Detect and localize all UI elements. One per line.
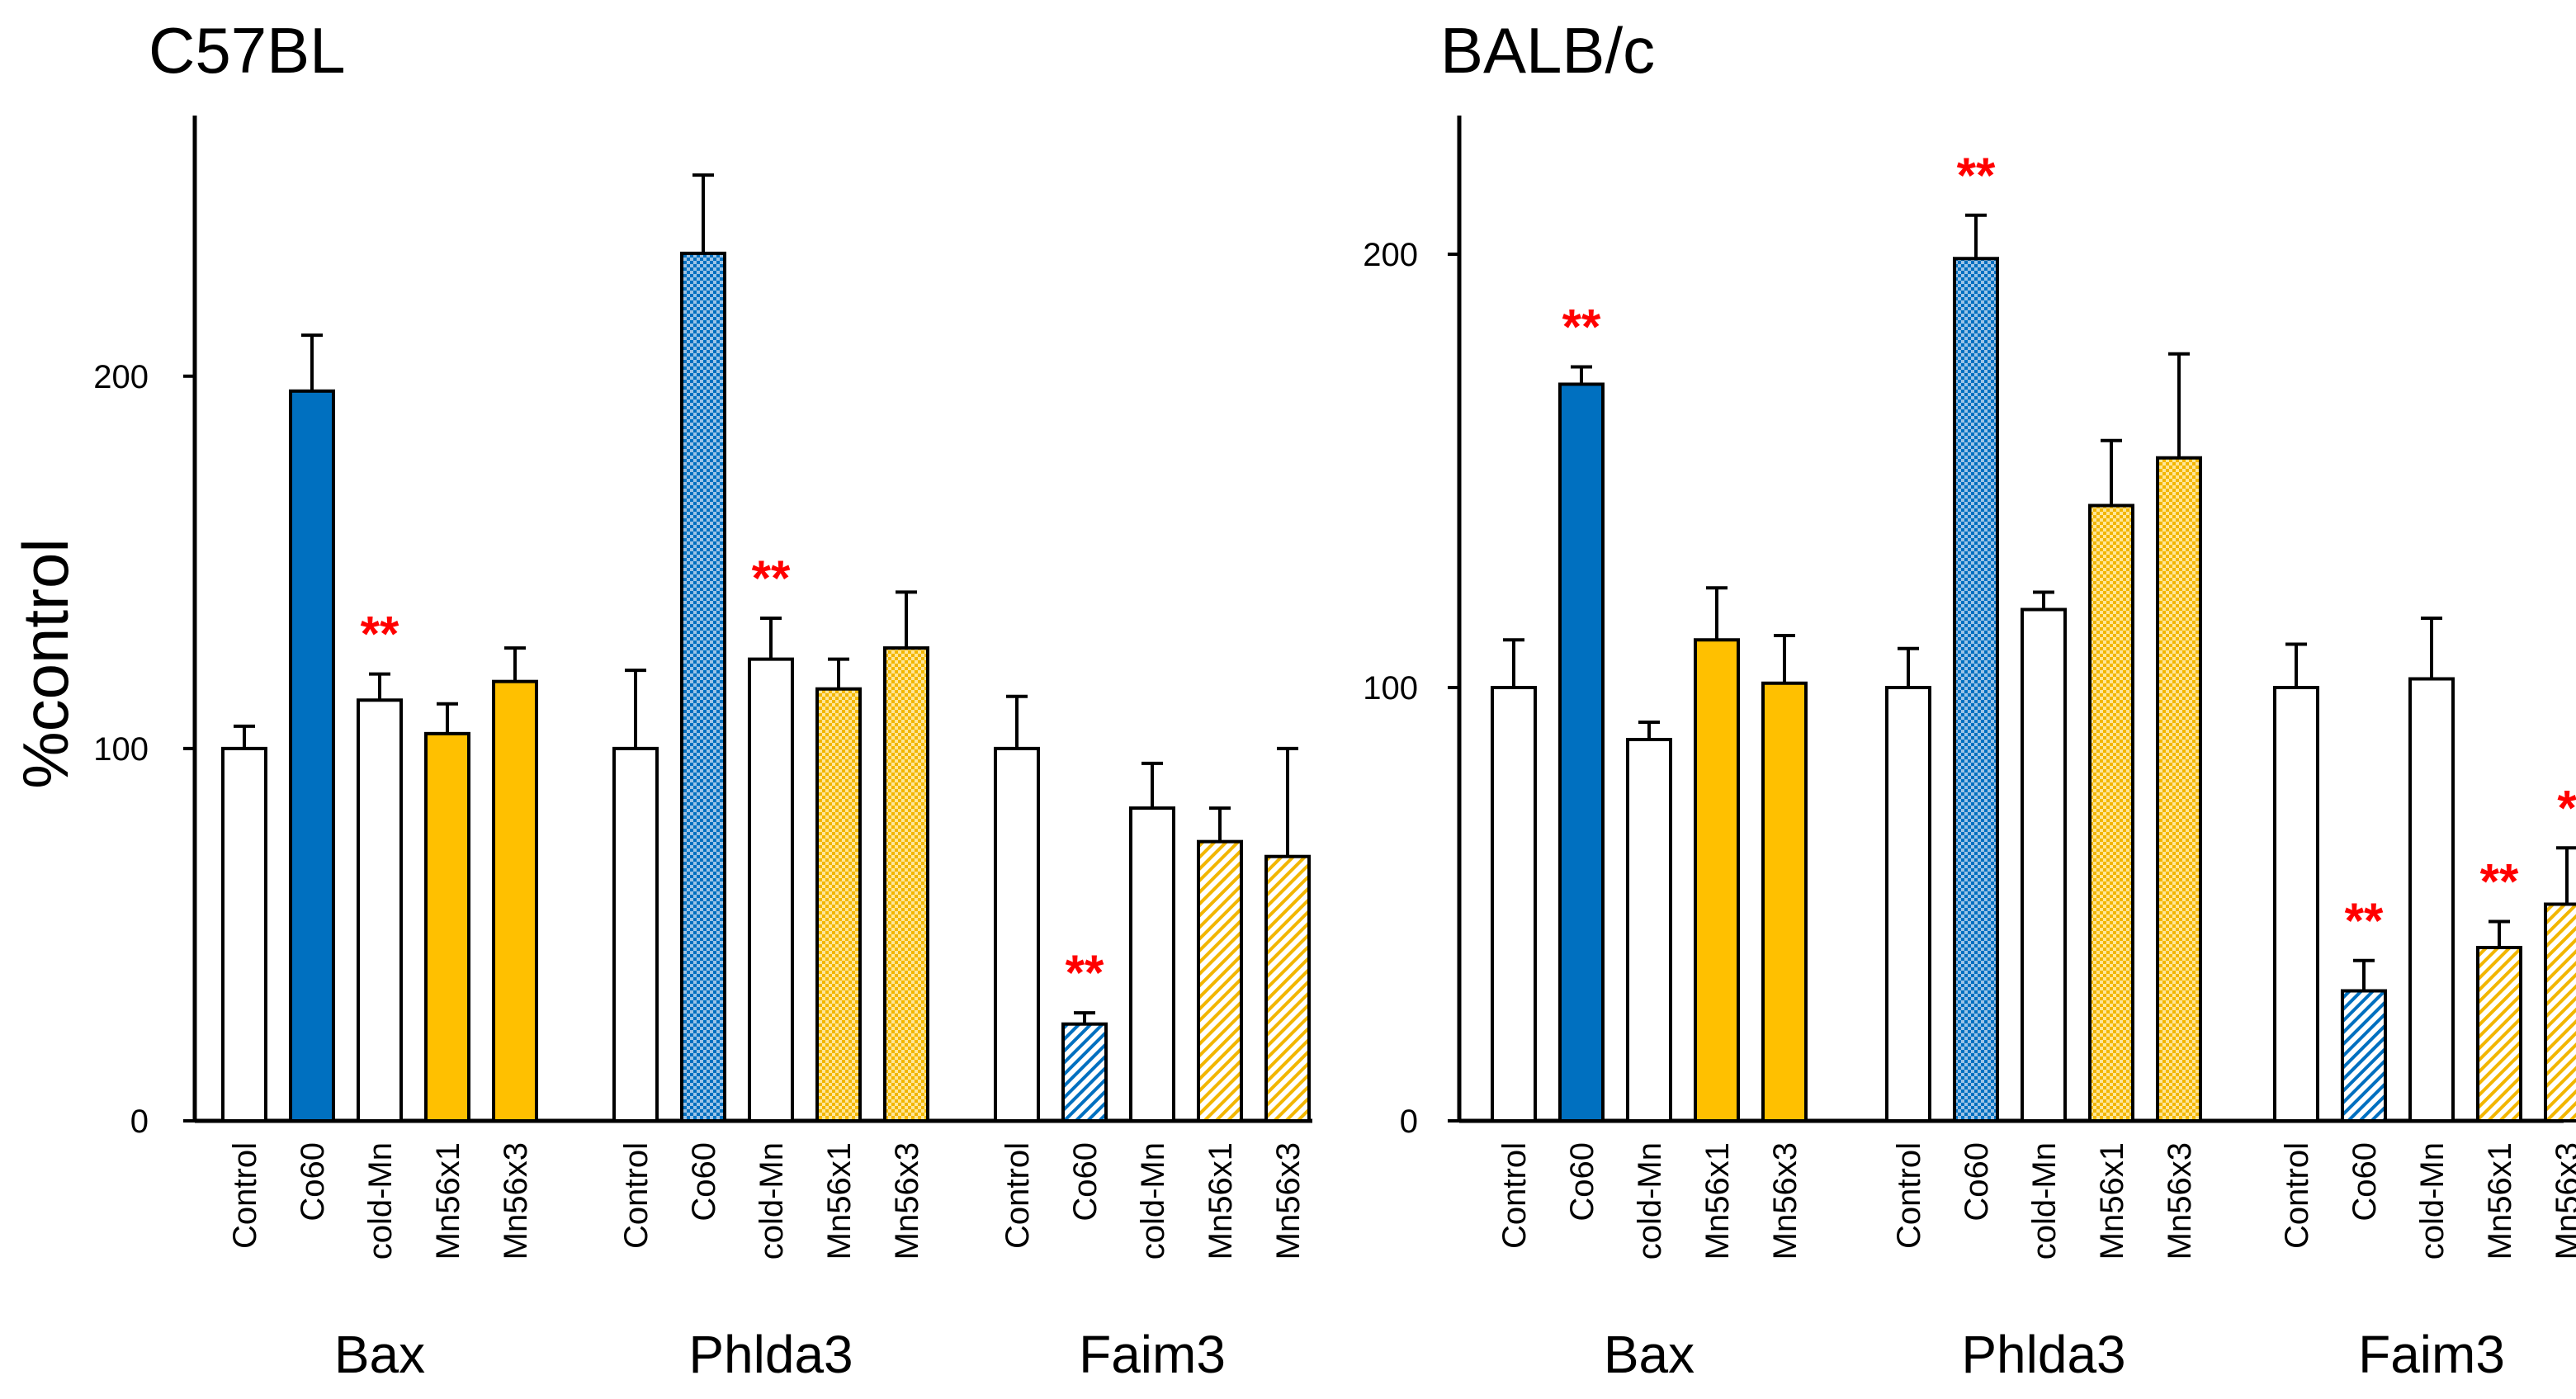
significance-marker: * — [2557, 780, 2576, 835]
bar-faim3-mn56x1 — [2476, 946, 2522, 1123]
bar-phlda3-control — [612, 746, 659, 1123]
category-label: Mn56x1 — [430, 1142, 466, 1260]
category-label: Co60 — [2347, 1142, 2383, 1222]
category-label: Co60 — [686, 1142, 722, 1222]
category-label: Mn56x3 — [2162, 1142, 2198, 1260]
category-label: Control — [618, 1142, 655, 1249]
bar-faim3-mn56x1 — [1197, 839, 1243, 1123]
category-label: Co60 — [1564, 1142, 1600, 1222]
chart-title: C57BL — [149, 14, 346, 87]
category-label: Mn56x3 — [1767, 1142, 1803, 1260]
chart-title: BALB/c — [1440, 14, 1655, 87]
significance-marker: ** — [752, 551, 791, 606]
category-label: cold-Mn — [754, 1142, 790, 1260]
group-label: Bax — [1604, 1325, 1694, 1384]
category-label: Mn56x3 — [2550, 1142, 2576, 1260]
bar-faim3-co60 — [2341, 989, 2387, 1123]
y-axis-label: %control — [9, 538, 82, 788]
bar-phlda3-mn56x1 — [2088, 503, 2134, 1123]
y-tick-label: 200 — [93, 359, 149, 395]
y-tick-label: 100 — [93, 731, 149, 768]
group-label: Faim3 — [2358, 1325, 2505, 1384]
bar-faim3-cold-mn — [2408, 677, 2455, 1123]
category-label: cold-Mn — [2026, 1142, 2063, 1260]
y-tick-label: 200 — [1363, 237, 1418, 273]
bar-bax-co60 — [289, 389, 335, 1123]
bar-bax-mn56x1 — [1694, 638, 1740, 1123]
panel-balbc: BALB/c 0 100 200 Bax Control Co60 ** cold-Mn Mn5… — [1363, 14, 2576, 1384]
bar-faim3-cold-mn — [1129, 806, 1175, 1123]
bar-phlda3-control — [1885, 686, 1931, 1123]
category-label: Co60 — [1959, 1142, 1995, 1222]
panel-c57bl: C57BL %control 0 100 200 Bax Control Co60 cold… — [9, 14, 1312, 1384]
group-label: Faim3 — [1079, 1325, 1226, 1384]
bar-bax-mn56x3 — [492, 679, 538, 1123]
category-label: cold-Mn — [1632, 1142, 1668, 1260]
category-label: Mn56x1 — [2094, 1142, 2130, 1260]
category-label: Mn56x1 — [1203, 1142, 1239, 1260]
bar-bax-co60 — [1558, 382, 1605, 1123]
y-tick-label: 0 — [130, 1104, 149, 1140]
category-label: cold-Mn — [1135, 1142, 1171, 1260]
category-label: Control — [1000, 1142, 1036, 1249]
category-label: Mn56x1 — [2482, 1142, 2518, 1260]
bar-phlda3-mn56x3 — [883, 646, 929, 1123]
bar-phlda3-co60 — [1953, 257, 1999, 1123]
category-label: Mn56x3 — [889, 1142, 925, 1260]
significance-marker: ** — [361, 607, 399, 662]
significance-marker: ** — [1066, 945, 1104, 1000]
bar-bax-cold-mn — [357, 698, 403, 1123]
significance-marker: ** — [2480, 854, 2519, 910]
bar-faim3-control — [2273, 686, 2319, 1123]
bar-bax-control — [221, 746, 267, 1123]
category-label: cold-Mn — [2414, 1142, 2451, 1260]
category-label: cold-Mn — [362, 1142, 399, 1260]
category-label: Mn56x3 — [1270, 1142, 1307, 1260]
category-label: Co60 — [1067, 1142, 1104, 1222]
bar-phlda3-cold-mn — [748, 657, 794, 1123]
category-label: Control — [227, 1142, 263, 1249]
bar-bax-mn56x3 — [1761, 681, 1808, 1123]
category-label: Control — [2279, 1142, 2315, 1249]
bar-faim3-control — [994, 746, 1040, 1123]
bar-phlda3-mn56x3 — [2156, 456, 2202, 1123]
bar-phlda3-co60 — [680, 251, 726, 1123]
y-tick-label: 100 — [1363, 670, 1418, 707]
category-label: Control — [1496, 1142, 1533, 1249]
bar-phlda3-cold-mn — [2021, 607, 2067, 1123]
bar-bax-cold-mn — [1626, 738, 1672, 1123]
bar-bax-control — [1491, 686, 1537, 1123]
bar-phlda3-mn56x1 — [815, 687, 862, 1123]
category-label: Co60 — [295, 1142, 331, 1222]
significance-marker: ** — [2345, 893, 2384, 948]
group-label: Phlda3 — [688, 1325, 853, 1384]
category-label: Mn56x1 — [1699, 1142, 1736, 1260]
significance-marker: ** — [1562, 300, 1601, 355]
group-label: Bax — [334, 1325, 425, 1384]
bar-faim3-mn56x3 — [1264, 854, 1311, 1123]
category-label: Mn56x1 — [821, 1142, 858, 1260]
significance-marker: ** — [1957, 148, 1996, 203]
category-label: Mn56x3 — [498, 1142, 534, 1260]
group-label: Phlda3 — [1961, 1325, 2125, 1384]
category-label: Control — [1891, 1142, 1927, 1249]
bar-bax-mn56x1 — [424, 731, 470, 1123]
bar-faim3-mn56x3 — [2544, 902, 2576, 1123]
bar-faim3-co60 — [1061, 1022, 1108, 1123]
y-tick-label: 0 — [1400, 1104, 1418, 1140]
